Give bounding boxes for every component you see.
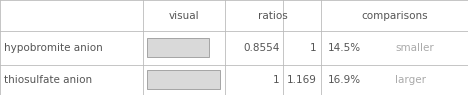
- Text: larger: larger: [395, 75, 426, 85]
- Text: ratios: ratios: [258, 11, 287, 21]
- Text: 1: 1: [310, 43, 317, 53]
- Text: 16.9%: 16.9%: [328, 75, 361, 85]
- Text: visual: visual: [168, 11, 199, 21]
- Text: 1: 1: [273, 75, 279, 85]
- Text: thiosulfate anion: thiosulfate anion: [4, 75, 92, 85]
- Text: hypobromite anion: hypobromite anion: [4, 43, 102, 53]
- Text: 0.8554: 0.8554: [243, 43, 279, 53]
- Text: 1.169: 1.169: [287, 75, 317, 85]
- Bar: [147, 38, 210, 57]
- Text: comparisons: comparisons: [361, 11, 428, 21]
- Text: 14.5%: 14.5%: [328, 43, 361, 53]
- Bar: [147, 70, 220, 89]
- Text: smaller: smaller: [395, 43, 434, 53]
